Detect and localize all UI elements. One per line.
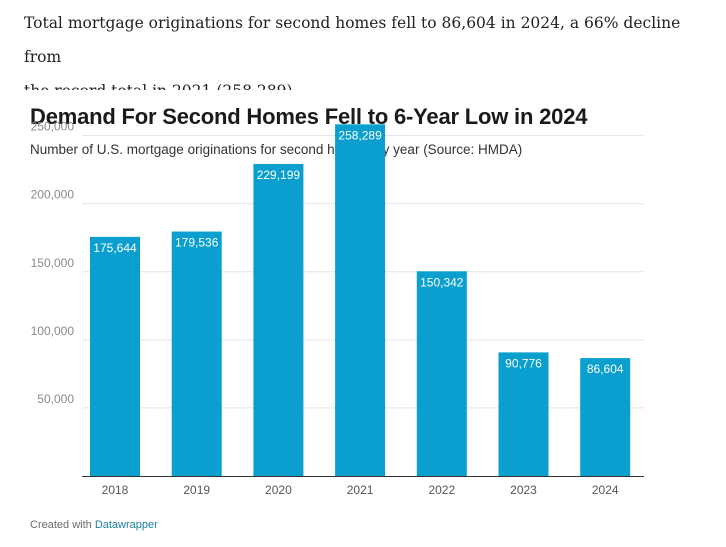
x-tick-label: 2020: [265, 483, 292, 497]
y-tick-label: 250,000: [31, 120, 75, 134]
x-tick-label: 2018: [102, 483, 129, 497]
bars: [90, 124, 631, 476]
x-tick-label: 2019: [183, 483, 210, 497]
bar-2023: [498, 352, 549, 476]
x-tick-label: 2023: [510, 483, 537, 497]
y-tick-label: 50,000: [37, 392, 74, 406]
y-tick-label: 100,000: [31, 324, 75, 338]
chart-subtitle: Number of U.S. mortgage originations for…: [30, 142, 523, 157]
bar-2020: [253, 163, 304, 476]
bar-value-labels: 175,644 179,536 229,199 258,289 150,342 90,77…: [93, 128, 624, 376]
bar-2021: [335, 124, 386, 476]
chart-footer: Created with Datawrapper: [30, 519, 158, 531]
bar-value-label: 90,776: [505, 356, 542, 370]
x-tick-label: 2021: [347, 483, 374, 497]
bar-value-label: 258,289: [338, 128, 382, 142]
bar-2022: [416, 271, 467, 476]
bar-value-label: 229,199: [257, 168, 301, 182]
bar-value-label: 179,536: [175, 236, 219, 250]
x-axis-tick-labels: 2018 2019 2020 2021 2022 2023 2024: [102, 483, 619, 497]
y-tick-label: 150,000: [31, 256, 75, 270]
x-tick-label: 2022: [428, 483, 455, 497]
y-axis-tick-labels: 50,000 100,000 150,000 200,000 250,000: [31, 120, 75, 406]
intro-line-1: Total mortgage originations for second h…: [24, 14, 681, 66]
y-tick-label: 200,000: [31, 188, 75, 202]
bar-2024: [580, 358, 631, 476]
bar-value-label: 86,604: [587, 362, 624, 376]
chart-card: Demand For Second Homes Fell to 6-Year L…: [14, 90, 714, 542]
bar-value-label: 175,644: [93, 241, 137, 255]
bar-2018: [90, 236, 140, 476]
datawrapper-link[interactable]: Datawrapper: [94, 519, 158, 531]
bar-2019: [171, 231, 222, 476]
footer-prefix: Created with: [30, 519, 95, 531]
x-tick-label: 2024: [592, 483, 619, 497]
chart-title: Demand For Second Homes Fell to 6-Year L…: [30, 104, 588, 129]
bar-value-label: 150,342: [420, 275, 464, 289]
